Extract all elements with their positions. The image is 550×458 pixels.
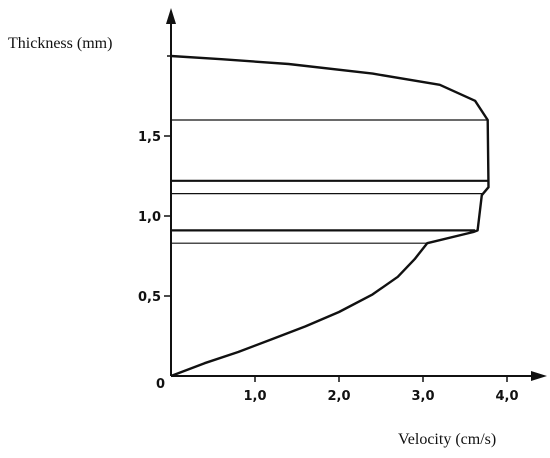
axes — [166, 8, 547, 381]
velocity-profile-curve — [170, 54, 490, 378]
ticks: 0 1,0 2,0 3,0 4,0 0,5 1,0 1,5 — [138, 55, 519, 404]
x-tick-label: 3,0 — [411, 389, 434, 404]
layer-boundaries — [171, 119, 489, 244]
y-tick-label: 0,5 — [138, 290, 161, 305]
x-tick-label: 2,0 — [327, 389, 350, 404]
y-tick-label: 1,5 — [138, 130, 161, 145]
x-axis-arrowhead — [531, 371, 547, 381]
x-tick-label: 4,0 — [495, 389, 518, 404]
y-axis-arrowhead — [166, 8, 176, 24]
x-tick-label: 0 — [156, 377, 165, 392]
y-tick-label: 1,0 — [138, 210, 161, 225]
x-axis-title: Velocity (cm/s) — [398, 431, 496, 448]
y-axis-title: Thickness (mm) — [8, 35, 112, 52]
x-tick-label: 1,0 — [243, 389, 266, 404]
